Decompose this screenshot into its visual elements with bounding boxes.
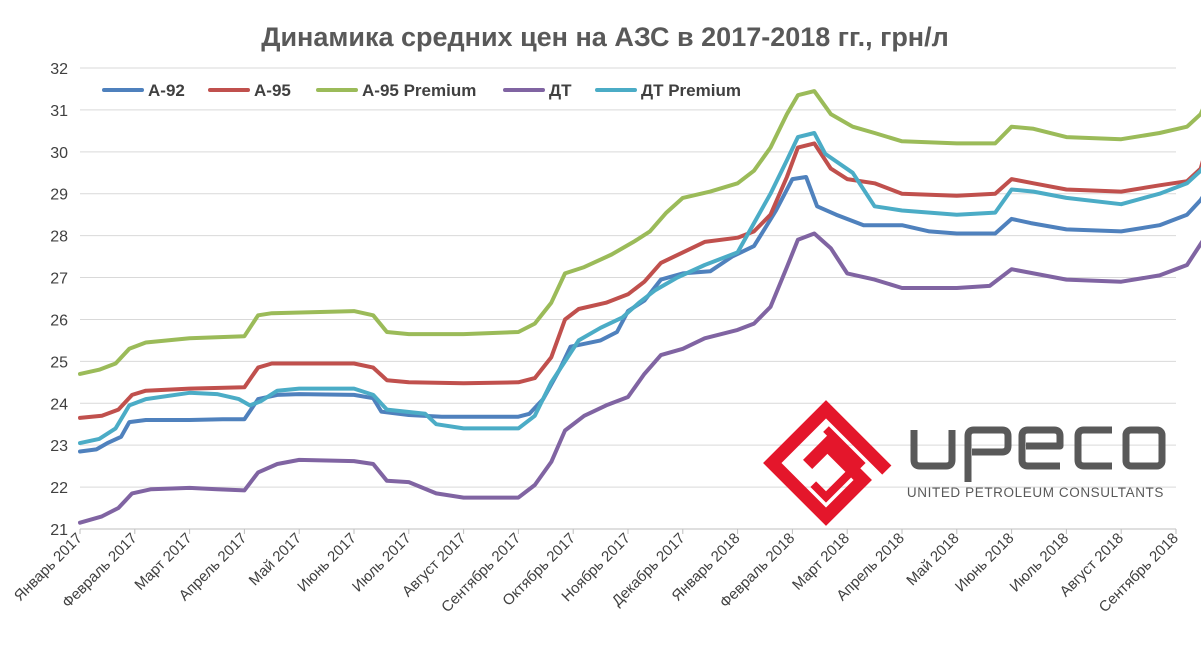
mark-outer-stroke: [763, 400, 892, 526]
upeco-wordmark: [910, 426, 1166, 482]
y-tick-label: 25: [50, 354, 68, 371]
series-line-5: [78, 131, 1201, 446]
y-tick-label: 28: [50, 229, 68, 246]
y-tick-label: 21: [50, 522, 68, 539]
upeco-mark-icon: [763, 400, 892, 526]
legend-label: ДТ Premium: [641, 81, 741, 100]
y-tick-label: 30: [50, 145, 68, 162]
series-line-3: [78, 89, 1201, 376]
series-line-4: [78, 231, 1201, 525]
y-tick-label: 23: [50, 438, 68, 455]
y-tick-label: 24: [50, 396, 68, 413]
wordmark-letter-e: [1018, 426, 1064, 470]
wordmark-letter-o: [1122, 426, 1166, 470]
y-axis-ticks: 21 22 23 24 25 26 27 28 29 30 31 32: [50, 61, 68, 539]
y-tick-label: 27: [50, 271, 68, 288]
legend-label: А-95: [254, 81, 291, 100]
wordmark-letter-u: [910, 430, 956, 470]
chart-title: Динамика средних цен на АЗС в 2017-2018 …: [261, 22, 949, 52]
y-tick-label: 29: [50, 187, 68, 204]
y-tick-label: 32: [50, 61, 68, 78]
legend-label: А-95 Premium: [362, 81, 476, 100]
wordmark-letter-c: [1074, 426, 1112, 470]
upeco-logo: UNITED PETROLEUM CONSULTANTS: [763, 400, 1166, 526]
y-tick-label: 31: [50, 103, 68, 120]
y-tick-label: 22: [50, 480, 68, 497]
mark-inner-stroke: [810, 426, 866, 503]
y-tick-label: 26: [50, 312, 68, 329]
logo-tagline: UNITED PETROLEUM CONSULTANTS: [907, 485, 1164, 500]
wordmark-letter-p: [964, 426, 1012, 482]
legend-label: А-92: [148, 81, 185, 100]
gridlines: [80, 67, 1176, 530]
legend-label: ДТ: [549, 81, 572, 100]
series-line-2: [78, 141, 1201, 420]
legend: А-92 А-95 А-95 Premium ДТ ДТ Premium: [102, 81, 741, 100]
series-lines: [78, 89, 1201, 525]
